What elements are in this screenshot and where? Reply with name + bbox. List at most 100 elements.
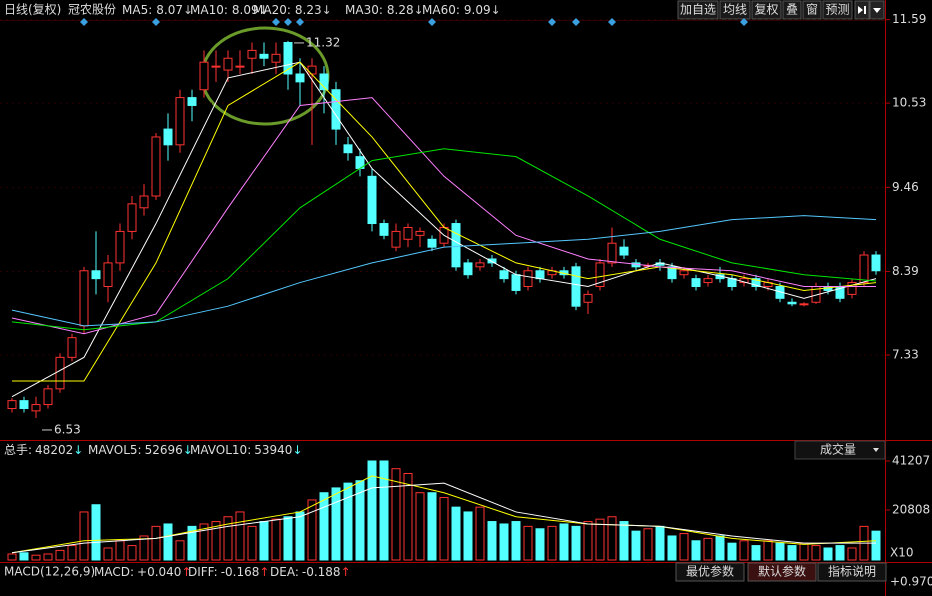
indicator-value: 53940 bbox=[254, 443, 292, 457]
indicator-name: 总手: bbox=[4, 443, 32, 457]
legend-name: MA30: bbox=[345, 3, 383, 17]
volume-bar bbox=[835, 545, 845, 561]
candle-body bbox=[427, 238, 437, 248]
candle-body bbox=[703, 278, 713, 284]
volume-bar bbox=[727, 542, 737, 561]
candle-body bbox=[319, 73, 329, 91]
indicator-entry: DIFF: -0.168↑ bbox=[188, 565, 269, 579]
candle-body bbox=[451, 223, 461, 268]
volume-bar bbox=[43, 553, 53, 561]
legend-name: MA20: bbox=[253, 3, 291, 17]
event-marker[interactable] bbox=[152, 18, 160, 26]
candle-body bbox=[679, 270, 689, 276]
candle-body bbox=[607, 242, 617, 264]
toolbar-label[interactable]: 复权 bbox=[754, 3, 778, 17]
candle-body bbox=[127, 203, 137, 232]
volume-bar bbox=[259, 521, 269, 561]
volume-bar bbox=[67, 545, 77, 561]
ma-line bbox=[11, 97, 876, 335]
volume-bar bbox=[547, 525, 557, 561]
indicator-name: DIFF: bbox=[188, 565, 218, 579]
indicator-button[interactable] bbox=[675, 562, 745, 582]
candle-body bbox=[295, 73, 305, 83]
volume-bar bbox=[151, 525, 161, 561]
candle-body bbox=[487, 258, 497, 264]
event-marker[interactable] bbox=[296, 18, 304, 26]
toolbar-button[interactable] bbox=[782, 0, 802, 20]
legend-value: 8.28 bbox=[387, 3, 414, 17]
event-marker[interactable] bbox=[284, 18, 292, 26]
indicator-entry: DEA: -0.188↑ bbox=[270, 565, 351, 579]
candle-body bbox=[7, 400, 17, 410]
legend-entry: MA5: 8.07↓ bbox=[122, 3, 193, 17]
volume-bar bbox=[223, 516, 233, 561]
volume-bar bbox=[535, 528, 545, 561]
indicator-name: MAVOL10: bbox=[190, 443, 251, 457]
nav-icon[interactable] bbox=[858, 6, 866, 14]
toolbar-button[interactable] bbox=[751, 0, 782, 20]
indicator-name[interactable]: 成交量 bbox=[820, 442, 856, 457]
event-marker[interactable] bbox=[608, 18, 616, 26]
toolbar-label[interactable]: 预测 bbox=[825, 3, 849, 17]
volume-bar bbox=[643, 528, 653, 561]
candle-body bbox=[307, 65, 317, 75]
candle-body bbox=[583, 293, 593, 303]
event-marker[interactable] bbox=[740, 18, 748, 26]
toolbar-label[interactable]: 均线 bbox=[723, 3, 747, 17]
candle-body bbox=[799, 303, 809, 306]
volume-bar bbox=[403, 472, 413, 561]
candle-body bbox=[751, 278, 761, 288]
y-tick-label: 10.53 bbox=[892, 96, 926, 110]
dropdown-arrow[interactable] bbox=[873, 448, 879, 452]
legend-trend: ↓ bbox=[259, 3, 269, 17]
candle-body bbox=[331, 89, 341, 130]
stock-name: 冠农股份 bbox=[68, 3, 116, 17]
candle-body bbox=[139, 195, 149, 209]
volume-bar bbox=[343, 482, 353, 561]
legend-trend: ↓ bbox=[322, 3, 332, 17]
indicator-button-label[interactable]: 最优参数 bbox=[686, 564, 734, 579]
event-marker[interactable] bbox=[80, 18, 88, 26]
toolbar-label[interactable]: 叠 bbox=[786, 3, 798, 17]
indicator-button-label[interactable]: 默认参数 bbox=[758, 564, 806, 579]
toolbar-label[interactable]: 加自选 bbox=[680, 3, 716, 17]
toolbar-label[interactable]: 窗 bbox=[806, 3, 818, 17]
volume-bar bbox=[823, 547, 833, 561]
candle-body bbox=[391, 230, 401, 248]
candle-body bbox=[271, 53, 281, 63]
volume-bar bbox=[103, 547, 113, 561]
candle-body bbox=[259, 53, 269, 59]
toolbar-button[interactable] bbox=[822, 0, 853, 20]
event-marker[interactable] bbox=[548, 18, 556, 26]
volume-bar bbox=[847, 547, 857, 561]
legend-trend: ↓ bbox=[414, 3, 424, 17]
indicator-button[interactable] bbox=[817, 562, 887, 582]
volume-bar bbox=[79, 511, 89, 561]
indicator-value: -0.168 bbox=[221, 565, 260, 579]
toolbar-button[interactable] bbox=[802, 0, 822, 20]
candle-body bbox=[535, 270, 545, 280]
macd-axis-label: +0.970 bbox=[890, 575, 932, 589]
event-marker[interactable] bbox=[428, 18, 436, 26]
volume-bar bbox=[811, 545, 821, 561]
event-marker[interactable] bbox=[272, 18, 280, 26]
volume-bar bbox=[19, 552, 29, 561]
toolbar-button[interactable] bbox=[677, 0, 719, 20]
legend-name: MA60: bbox=[422, 3, 460, 17]
volume-bar bbox=[283, 516, 293, 561]
toolbar-button[interactable] bbox=[719, 0, 751, 20]
indicator-value: 52696 bbox=[145, 443, 183, 457]
menu-icon[interactable] bbox=[873, 8, 881, 13]
volume-bar bbox=[319, 492, 329, 561]
indicator-button-label[interactable]: 指标说明 bbox=[828, 564, 876, 579]
event-marker[interactable] bbox=[572, 18, 580, 26]
y-tick-label: 20808 bbox=[892, 503, 930, 517]
candle-body bbox=[211, 65, 221, 68]
annotation: 11.32 bbox=[306, 35, 340, 49]
volume-bar bbox=[187, 525, 197, 561]
indicator-button[interactable] bbox=[747, 562, 817, 582]
volume-bar bbox=[331, 487, 341, 561]
legend-entry: MA10: 8.09↓ bbox=[190, 3, 269, 17]
candle-body bbox=[115, 230, 125, 264]
indicator-select[interactable] bbox=[794, 440, 886, 460]
